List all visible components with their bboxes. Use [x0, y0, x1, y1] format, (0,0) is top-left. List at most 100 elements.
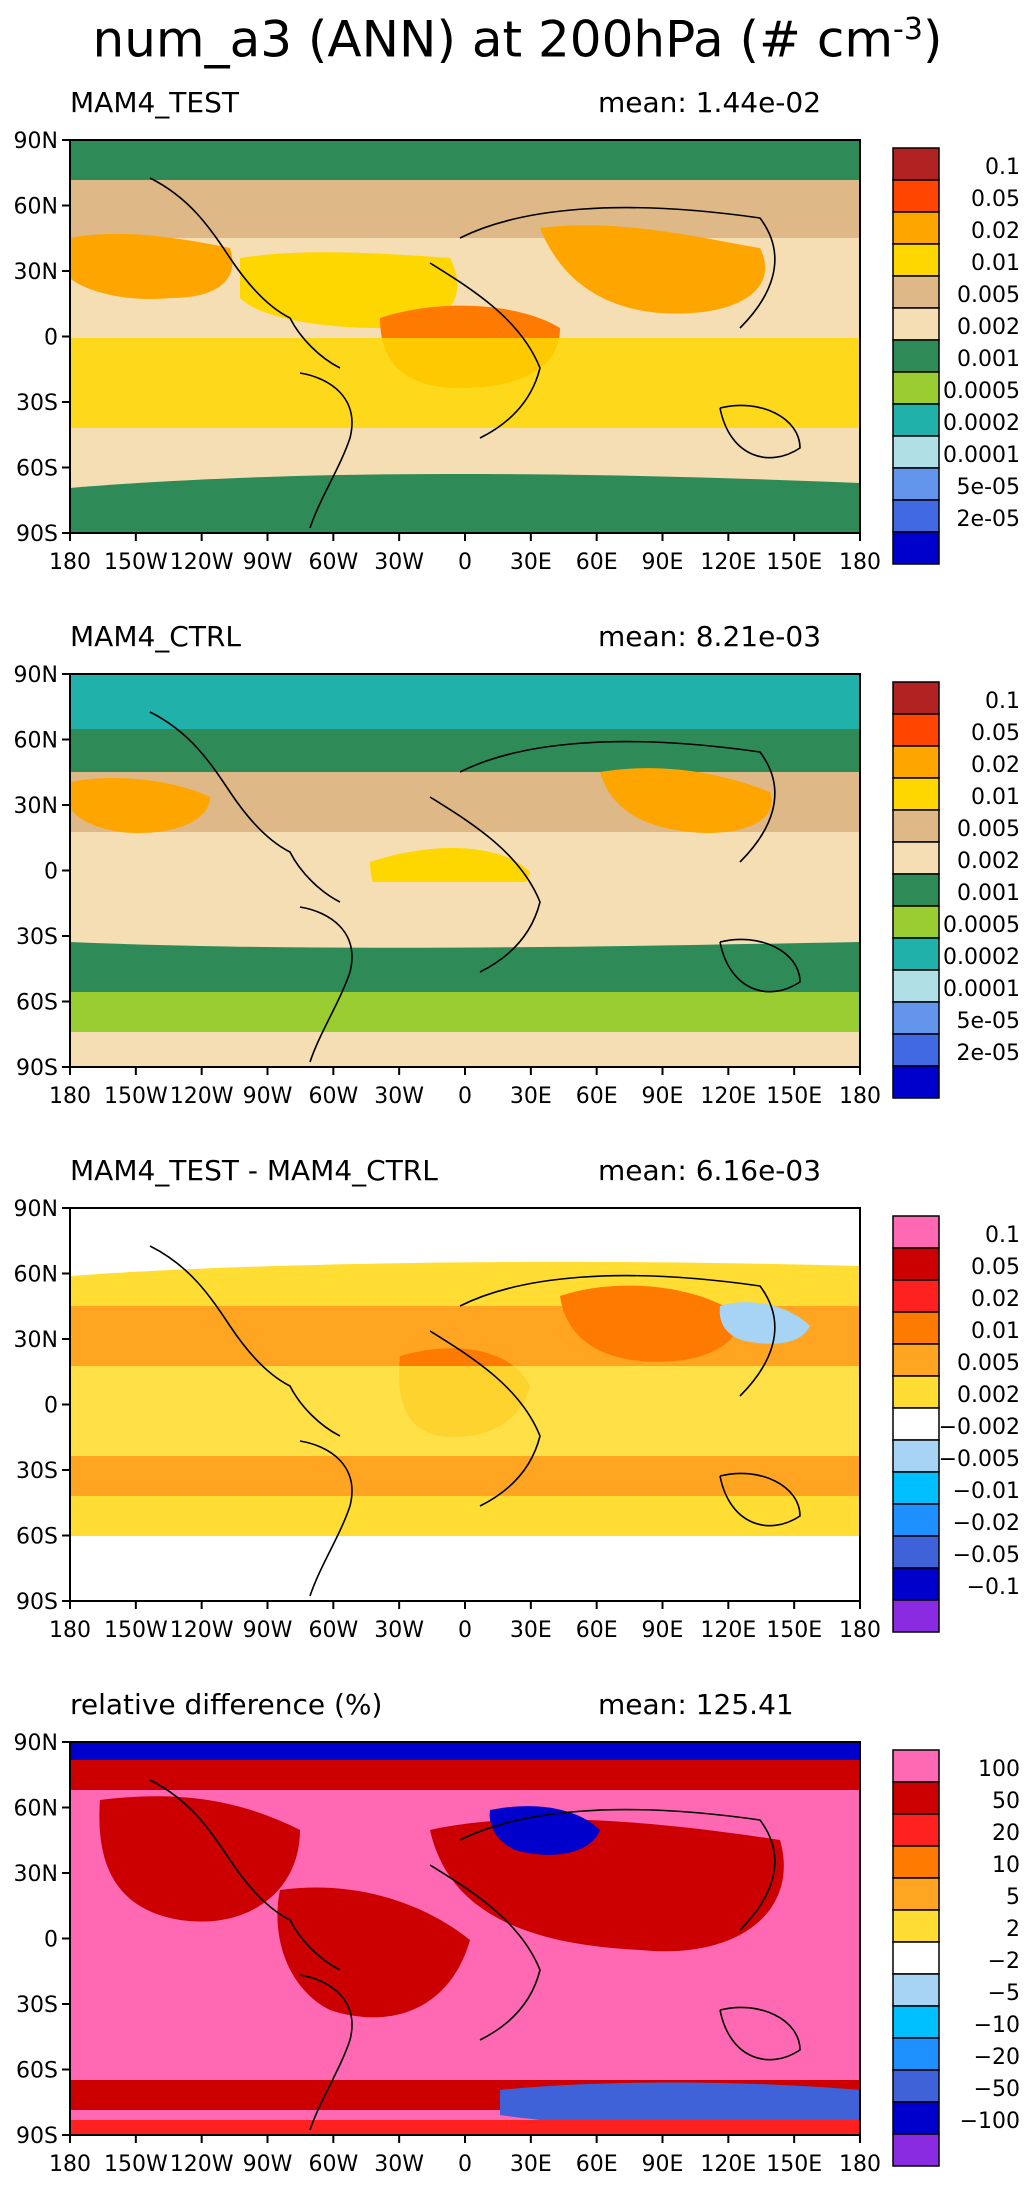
map-field: [70, 140, 860, 533]
lon-tick-label: 150W: [104, 550, 168, 575]
colorbar-label: 0.005: [957, 1351, 1020, 1376]
colorbar-swatch: [892, 841, 940, 875]
map-field: [70, 674, 860, 1067]
lat-tick-label: 30N: [14, 1328, 58, 1353]
colorbar-label: 10: [992, 1853, 1020, 1878]
panel-relative-difference: relative difference (%) mean: 125.41 90N…: [0, 1688, 1035, 2210]
coast-africa-eurasia: [429, 740, 776, 973]
lon-tick-label: 0: [458, 550, 472, 575]
colorbar-swatch: [892, 681, 940, 715]
panel-mam4-ctrl: MAM4_CTRL mean: 8.21e-03 90N 60N 30N 0 30S 60…: [0, 620, 1035, 1142]
lat-tick-label: 90S: [16, 1590, 58, 1615]
panel-mean: mean: 6.16e-03: [598, 1154, 822, 1187]
colorbar-swatch: [892, 2037, 940, 2071]
lat-tick-label: 90N: [14, 1731, 58, 1756]
field-blob-negative-north: [489, 1806, 600, 1855]
field-blob-north-pacific: [99, 1796, 300, 1922]
lon-tick-label: 0: [458, 1084, 472, 1109]
colorbar-label: −0.002: [939, 1415, 1020, 1440]
colorbar: 100 50 20 10 5 2 −2 −5 −10 −20 −50 −100: [892, 1749, 1020, 2167]
field-band-antarctic: [70, 1536, 860, 1601]
coastline-outline: [149, 1245, 801, 1597]
colorbar-swatch: [892, 1279, 940, 1313]
lon-axis: 180 150W 120W 90W 60W 30W 0 30E 60E 90E 120E 150E 18…: [49, 533, 881, 575]
colorbar-swatch: [892, 1343, 940, 1377]
lon-tick-label: 30E: [510, 1618, 552, 1643]
colorbar-label: 0.001: [957, 347, 1020, 372]
coast-north-america: [149, 1245, 341, 1437]
lat-axis: 90N 60N 30N 0 30S 60S 90S: [14, 1197, 70, 1615]
coast-australia: [719, 2006, 801, 2061]
colorbar-label: 0.002: [957, 1383, 1020, 1408]
colorbar-label: 0.005: [957, 817, 1020, 842]
colorbar-swatch: [892, 777, 940, 811]
lon-tick-label: 120E: [700, 1084, 756, 1109]
colorbar-label: 0.05: [971, 187, 1020, 212]
colorbar-swatch: [892, 1471, 940, 1505]
colorbar-label: 0.002: [957, 315, 1020, 340]
colorbar-label: 5: [1006, 1885, 1020, 1910]
colorbar-label: −0.1: [967, 1575, 1020, 1600]
map-chart: 90N 60N 30N 0 30S 60S 90S 180 150W 120W 90W 60W 30W…: [14, 129, 1020, 575]
coastline-outline: [149, 1779, 801, 2131]
lat-tick-label: 60S: [16, 1525, 58, 1550]
colorbar-label: 0.02: [971, 1287, 1020, 1312]
field-band-arctic: [70, 140, 860, 180]
lat-tick-label: 60N: [14, 1263, 58, 1288]
lat-tick-label: 30S: [16, 1993, 58, 2018]
lon-tick-label: 60W: [308, 1084, 358, 1109]
lon-tick-label: 180: [49, 1618, 91, 1643]
field-band-antarctic: [70, 2120, 860, 2135]
lon-axis: 180 150W 120W 90W 60W 30W 0 30E 60E 90E 120E 150E 18…: [49, 2135, 881, 2177]
colorbar-swatch: [892, 275, 940, 309]
lon-tick-label: 60W: [308, 1618, 358, 1643]
lon-tick-label: 90E: [642, 2152, 684, 2177]
colorbar-label: 0.01: [971, 1319, 1020, 1344]
lat-tick-label: 30N: [14, 1862, 58, 1887]
colorbar-label: 2e-05: [957, 507, 1020, 532]
colorbar-label: −10: [974, 2013, 1020, 2038]
lon-tick-label: 180: [839, 2152, 881, 2177]
lon-tick-label: 90E: [642, 1618, 684, 1643]
colorbar-swatch: [892, 1439, 940, 1473]
coast-south-america: [299, 906, 353, 1063]
field-blob-asia: [540, 225, 766, 314]
lon-tick-label: 90W: [243, 1618, 293, 1643]
colorbar-swatch: [892, 371, 940, 405]
lon-tick-label: 30E: [510, 2152, 552, 2177]
coastline-outline: [149, 177, 801, 529]
lon-tick-label: 30E: [510, 1084, 552, 1109]
field-blob-eurasia: [430, 1819, 784, 1952]
colorbar-swatch: [892, 1909, 940, 1943]
colorbar-label: 0.005: [957, 283, 1020, 308]
panel-mean: mean: 1.44e-02: [598, 86, 822, 119]
lon-tick-label: 180: [49, 2152, 91, 2177]
colorbar-label: −0.005: [939, 1447, 1020, 1472]
lon-tick-label: 120W: [170, 1084, 234, 1109]
lon-tick-label: 90W: [243, 2152, 293, 2177]
field-blob-asia: [560, 1285, 740, 1362]
lon-tick-label: 60E: [576, 1084, 618, 1109]
lon-tick-label: 90W: [243, 1084, 293, 1109]
colorbar-swatch: [892, 1781, 940, 1815]
colorbar-swatch: [892, 2101, 940, 2135]
map-chart: 90N 60N 30N 0 30S 60S 90S 180 150W 120W 90W 60W 30W…: [14, 1731, 1020, 2177]
colorbar: 0.1 0.05 0.02 0.01 0.005 0.002 −0.002 −0.005 −0.…: [892, 1215, 1020, 1633]
lon-tick-label: 90E: [642, 550, 684, 575]
lon-tick-label: 90E: [642, 1084, 684, 1109]
field-band-antarctic: [70, 473, 860, 533]
colorbar-label: −100: [960, 2109, 1020, 2134]
lon-tick-label: 60E: [576, 550, 618, 575]
coastline-outline: [149, 711, 801, 1063]
field-blob-atlantic: [240, 252, 458, 328]
colorbar-label: 0.01: [971, 785, 1020, 810]
lat-tick-label: 90S: [16, 1056, 58, 1081]
colorbar-label: 50: [992, 1789, 1020, 1814]
lon-tick-label: 60E: [576, 2152, 618, 2177]
lon-tick-label: 180: [839, 550, 881, 575]
lon-tick-label: 30W: [374, 2152, 424, 2177]
colorbar-label: −50: [974, 2077, 1020, 2102]
colorbar-label: 0.02: [971, 753, 1020, 778]
field-band-south-light: [70, 992, 860, 1032]
colorbar-label: 0.0002: [943, 411, 1020, 436]
